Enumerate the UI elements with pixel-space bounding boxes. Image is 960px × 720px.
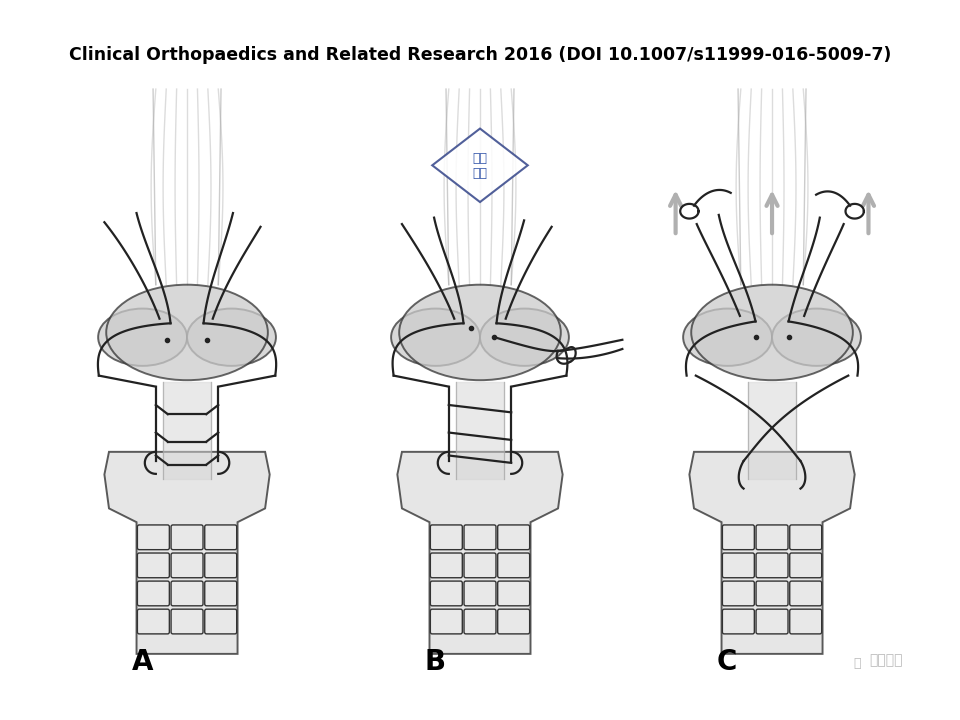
FancyBboxPatch shape <box>464 581 496 606</box>
FancyBboxPatch shape <box>171 609 203 634</box>
FancyBboxPatch shape <box>137 581 169 606</box>
Text: 骨视新野: 骨视新野 <box>869 654 902 667</box>
FancyBboxPatch shape <box>430 609 463 634</box>
Text: C: C <box>717 649 737 676</box>
Ellipse shape <box>187 309 276 366</box>
Ellipse shape <box>772 309 861 366</box>
FancyBboxPatch shape <box>790 525 822 549</box>
Text: Clinical Orthopaedics and Related Research 2016 (DOI 10.1007/s11999-016-5009-7): Clinical Orthopaedics and Related Resear… <box>69 46 891 64</box>
FancyBboxPatch shape <box>464 553 496 577</box>
FancyBboxPatch shape <box>722 525 755 549</box>
FancyBboxPatch shape <box>756 581 788 606</box>
FancyBboxPatch shape <box>204 553 237 577</box>
FancyBboxPatch shape <box>137 553 169 577</box>
FancyBboxPatch shape <box>171 525 203 549</box>
FancyBboxPatch shape <box>464 525 496 549</box>
Ellipse shape <box>107 284 268 380</box>
Polygon shape <box>432 129 528 202</box>
FancyBboxPatch shape <box>430 581 463 606</box>
Text: B: B <box>425 649 446 676</box>
Ellipse shape <box>399 284 561 380</box>
Ellipse shape <box>391 309 480 366</box>
FancyBboxPatch shape <box>137 609 169 634</box>
Ellipse shape <box>98 309 187 366</box>
FancyBboxPatch shape <box>790 581 822 606</box>
FancyBboxPatch shape <box>204 609 237 634</box>
FancyBboxPatch shape <box>722 553 755 577</box>
FancyBboxPatch shape <box>722 609 755 634</box>
Ellipse shape <box>480 309 569 366</box>
FancyBboxPatch shape <box>497 525 530 549</box>
FancyBboxPatch shape <box>171 581 203 606</box>
FancyBboxPatch shape <box>204 525 237 549</box>
FancyBboxPatch shape <box>756 609 788 634</box>
FancyBboxPatch shape <box>204 581 237 606</box>
FancyBboxPatch shape <box>497 581 530 606</box>
FancyBboxPatch shape <box>722 581 755 606</box>
Text: 骨视: 骨视 <box>472 153 488 166</box>
Polygon shape <box>689 452 854 654</box>
FancyBboxPatch shape <box>497 609 530 634</box>
FancyBboxPatch shape <box>464 609 496 634</box>
Text: 🐾: 🐾 <box>853 657 861 670</box>
FancyBboxPatch shape <box>171 553 203 577</box>
Polygon shape <box>105 452 270 654</box>
FancyBboxPatch shape <box>497 553 530 577</box>
Text: 新野: 新野 <box>472 167 488 180</box>
Ellipse shape <box>691 284 852 380</box>
FancyBboxPatch shape <box>430 553 463 577</box>
Polygon shape <box>397 452 563 654</box>
Text: A: A <box>132 649 154 676</box>
FancyBboxPatch shape <box>430 525 463 549</box>
Ellipse shape <box>684 309 772 366</box>
FancyBboxPatch shape <box>137 525 169 549</box>
FancyBboxPatch shape <box>756 553 788 577</box>
FancyBboxPatch shape <box>756 525 788 549</box>
FancyBboxPatch shape <box>790 609 822 634</box>
FancyBboxPatch shape <box>790 553 822 577</box>
